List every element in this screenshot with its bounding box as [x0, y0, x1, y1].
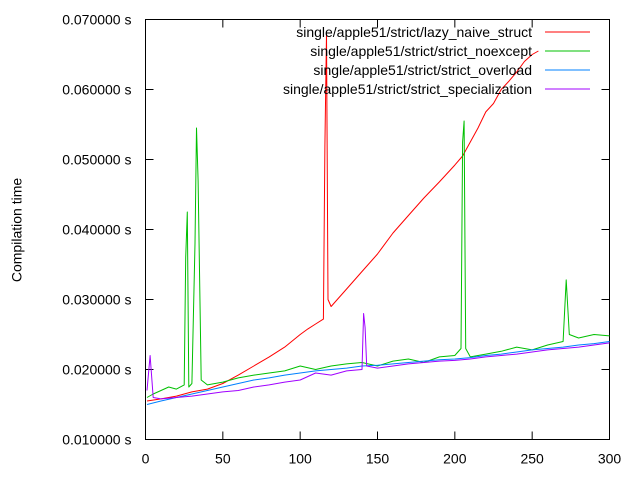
- legend-label-4: single/apple51/strict/strict_specializat…: [283, 81, 532, 97]
- y-tick-label: 0.060000 s: [62, 82, 131, 98]
- x-tick-label: 50: [215, 451, 231, 467]
- x-tick-label: 300: [598, 451, 622, 467]
- series-line-1: [146, 33, 539, 402]
- legend: single/apple51/strict/lazy_naive_structs…: [283, 24, 590, 97]
- x-tick-label: 150: [366, 451, 390, 467]
- y-tick-label: 0.050000 s: [62, 152, 131, 168]
- series-line-2: [146, 120, 610, 398]
- legend-label-2: single/apple51/strict/strict_noexcept: [310, 43, 532, 59]
- y-tick-label: 0.030000 s: [62, 292, 131, 308]
- x-tick-label: 100: [288, 451, 312, 467]
- legend-label-1: single/apple51/strict/lazy_naive_struct: [296, 24, 532, 40]
- series-group: [146, 33, 610, 405]
- y-axis-label: Compilation time: [9, 178, 25, 282]
- y-tick-label: 0.010000 s: [62, 432, 131, 448]
- series-line-4: [146, 313, 610, 400]
- x-axis: 0 50 100 150 200 250 300: [142, 19, 622, 467]
- y-tick-label: 0.070000 s: [62, 12, 131, 28]
- y-axis: 0.010000 s 0.020000 s 0.030000 s 0.040000 s…: [62, 12, 610, 448]
- y-tick-label: 0.020000 s: [62, 362, 131, 378]
- x-tick-label: 200: [443, 451, 467, 467]
- x-tick-label: 250: [520, 451, 544, 467]
- series-line-3: [146, 341, 610, 405]
- y-tick-label: 0.040000 s: [62, 222, 131, 238]
- x-tick-label: 0: [142, 451, 150, 467]
- legend-label-3: single/apple51/strict/strict_overload: [313, 62, 532, 78]
